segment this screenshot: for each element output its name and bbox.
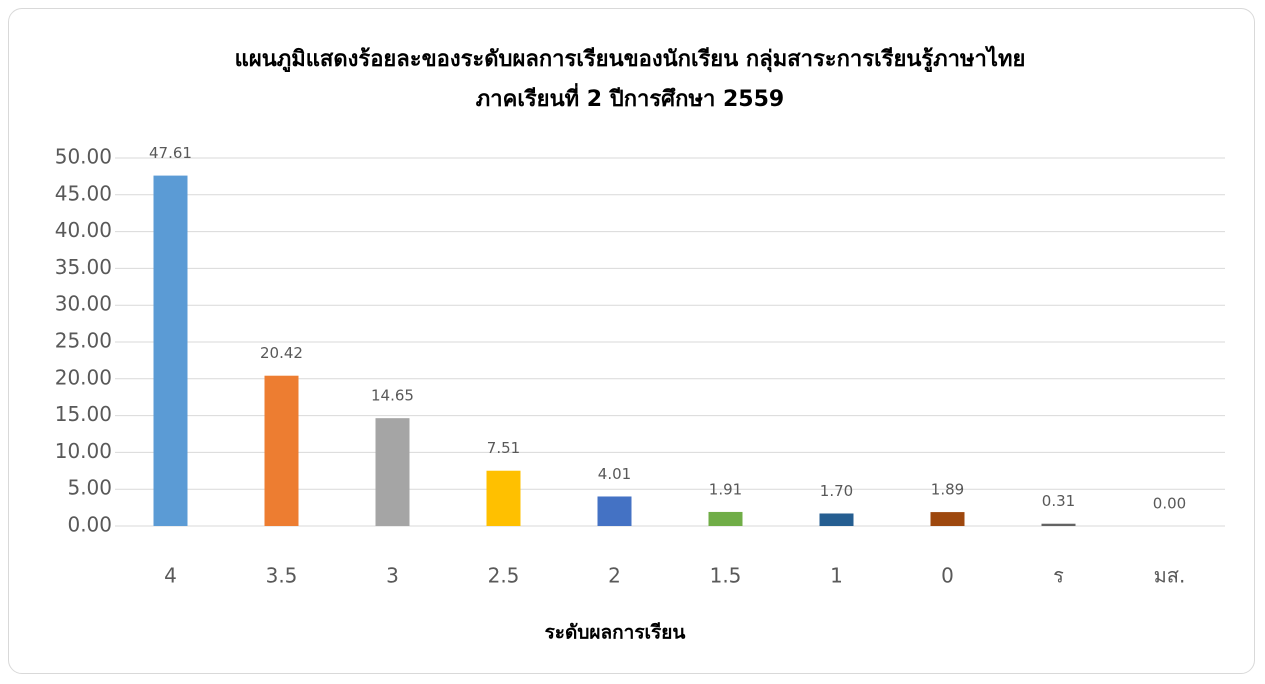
bar bbox=[708, 511, 743, 526]
x-tick-label: 1.5 bbox=[710, 564, 742, 588]
y-tick-label: 25.00 bbox=[55, 329, 112, 353]
data-label: 1.91 bbox=[709, 480, 742, 498]
bar bbox=[1041, 523, 1076, 526]
data-label: 0.31 bbox=[1042, 492, 1075, 510]
bar bbox=[264, 375, 299, 526]
y-tick-label: 20.00 bbox=[55, 365, 112, 389]
data-label: 20.42 bbox=[260, 344, 303, 362]
data-label: 1.70 bbox=[820, 482, 853, 500]
chart-title: ภาคเรียนที่ 2 ปีการศึกษา 2559 bbox=[476, 82, 784, 112]
bar bbox=[375, 418, 410, 526]
y-tick-label: 10.00 bbox=[55, 439, 112, 463]
x-tick-label: 0 bbox=[941, 564, 954, 588]
data-label: 1.89 bbox=[931, 481, 964, 499]
y-tick-label: 35.00 bbox=[55, 255, 112, 279]
data-label: 0.00 bbox=[1153, 495, 1186, 513]
y-tick-label: 40.00 bbox=[55, 218, 112, 242]
data-label: 14.65 bbox=[371, 387, 414, 405]
bar bbox=[819, 513, 854, 526]
x-tick-label: 3 bbox=[386, 564, 399, 588]
y-tick-label: 0.00 bbox=[67, 513, 112, 537]
x-tick-label: 4 bbox=[164, 564, 177, 588]
x-tick-label: 3.5 bbox=[266, 564, 298, 588]
x-tick-label: 2.5 bbox=[488, 564, 520, 588]
chart-frame bbox=[8, 8, 1255, 674]
bar bbox=[930, 512, 965, 526]
y-tick-label: 50.00 bbox=[55, 145, 112, 169]
data-label: 4.01 bbox=[598, 465, 631, 483]
bar bbox=[597, 496, 632, 526]
y-tick-label: 30.00 bbox=[55, 292, 112, 316]
x-tick-label: ร bbox=[1053, 564, 1064, 588]
chart-title: แผนภูมิแสดงร้อยละของระดับผลการเรียนของนั… bbox=[235, 45, 1026, 73]
x-tick-label: มส. bbox=[1154, 564, 1186, 588]
x-tick-label: 1 bbox=[830, 564, 843, 588]
x-tick-label: 2 bbox=[608, 564, 621, 588]
data-label: 47.61 bbox=[149, 144, 192, 162]
x-axis-title: ระดับผลการเรียน bbox=[545, 622, 686, 644]
y-tick-label: 15.00 bbox=[55, 402, 112, 426]
y-tick-label: 45.00 bbox=[55, 181, 112, 205]
bar bbox=[486, 470, 521, 526]
bar bbox=[153, 175, 188, 526]
y-tick-label: 5.00 bbox=[67, 476, 112, 500]
data-label: 7.51 bbox=[487, 439, 520, 457]
